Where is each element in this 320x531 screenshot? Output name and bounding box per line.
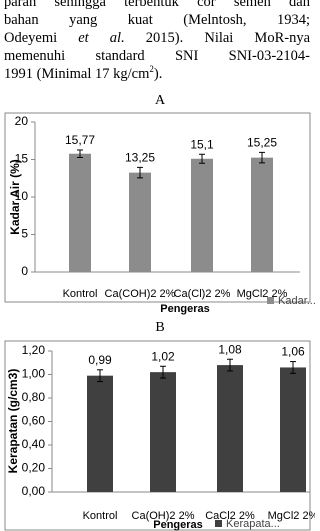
bar — [69, 153, 91, 272]
chart-frame — [4, 112, 311, 303]
text: bahan yang kuat (Melntosh, 1934; — [4, 12, 310, 28]
y-tick-label: 1,00 — [22, 367, 46, 381]
text: 1991 (Minimal 17 kg/cm — [4, 66, 150, 82]
legend-label: Kadar... — [278, 295, 315, 307]
data-label: 15,25 — [247, 136, 277, 150]
y-axis-title: Kerapatan (g/cm3) — [6, 369, 20, 474]
chart-label: B — [155, 320, 164, 335]
y-tick-label: 20 — [15, 114, 29, 128]
x-axis-title: Pengeras — [160, 303, 210, 315]
superscript: 2 — [149, 64, 154, 75]
bar — [280, 367, 306, 492]
data-label: 13,25 — [125, 151, 155, 165]
bar — [129, 172, 151, 272]
bar — [150, 372, 176, 492]
data-label: 1,08 — [218, 342, 242, 356]
data-label: 15,1 — [190, 137, 214, 151]
x-axis-title: Pengeras — [153, 519, 203, 531]
x-tick-label: Ca(OH)2 2% — [132, 510, 195, 522]
chart-label: A — [155, 93, 166, 108]
x-tick-label: CaCl2 2% — [205, 510, 255, 522]
text: et al. — [78, 30, 125, 46]
x-tick-label: MgCl2 2% — [237, 288, 288, 300]
text-line: Odeyemi et al. 2015). Nilai MoR-nya — [4, 29, 310, 47]
y-tick-label: 0,40 — [22, 437, 46, 451]
x-tick-label: Ca(Cl)2 2% — [174, 288, 231, 300]
y-tick-label: 0,00 — [22, 484, 46, 498]
text: 2015). Nilai MoR-nya — [124, 30, 311, 46]
data-label: 15,77 — [65, 133, 95, 147]
y-tick-label: 0,20 — [22, 461, 46, 475]
y-tick-label: 0 — [21, 264, 28, 278]
y-tick-label: 5 — [21, 227, 28, 241]
x-tick-label: MgCl2 2% — [268, 510, 315, 522]
y-tick-label: 10 — [15, 189, 29, 203]
data-label: 0,99 — [88, 353, 112, 367]
x-tick-label: Kontrol — [83, 510, 118, 522]
data-label: 1,02 — [151, 349, 175, 363]
text-line: memenuhi standard SNI SNI-03-2104- — [4, 47, 310, 65]
y-tick-label: 0,80 — [22, 390, 46, 404]
text-line: bahan yang kuat (Melntosh, 1934; — [4, 11, 310, 29]
bar — [87, 375, 113, 492]
data-label: 1,06 — [281, 345, 305, 359]
y-tick-label: 15 — [15, 152, 29, 166]
text: Odeyemi — [4, 30, 79, 46]
bar — [251, 157, 273, 272]
text-line: 1991 (Minimal 17 kg/cm2). — [4, 65, 310, 83]
y-tick-label: 1,20 — [22, 343, 46, 357]
paragraph: parah sehingga terbentuk cor semen dan b… — [4, 0, 310, 83]
text: ). — [153, 66, 163, 82]
text-line: parah sehingga terbentuk cor semen dan — [4, 0, 310, 11]
x-tick-label: Ca(COH)2 2% — [105, 288, 176, 300]
legend-swatch — [267, 297, 274, 304]
bar — [191, 158, 213, 272]
text: parah sehingga terbentuk cor semen dan — [4, 0, 310, 10]
y-tick-label: 0,60 — [22, 414, 46, 428]
bar — [217, 365, 243, 492]
legend-swatch — [215, 520, 222, 527]
x-tick-label: Kontrol — [63, 288, 98, 300]
chart-frame — [4, 340, 311, 531]
y-axis-title: Kadar Air (%) — [8, 159, 22, 235]
text: memenuhi standard SNI SNI-03-2104- — [4, 48, 310, 64]
legend-label: Kerapata... — [226, 518, 280, 530]
